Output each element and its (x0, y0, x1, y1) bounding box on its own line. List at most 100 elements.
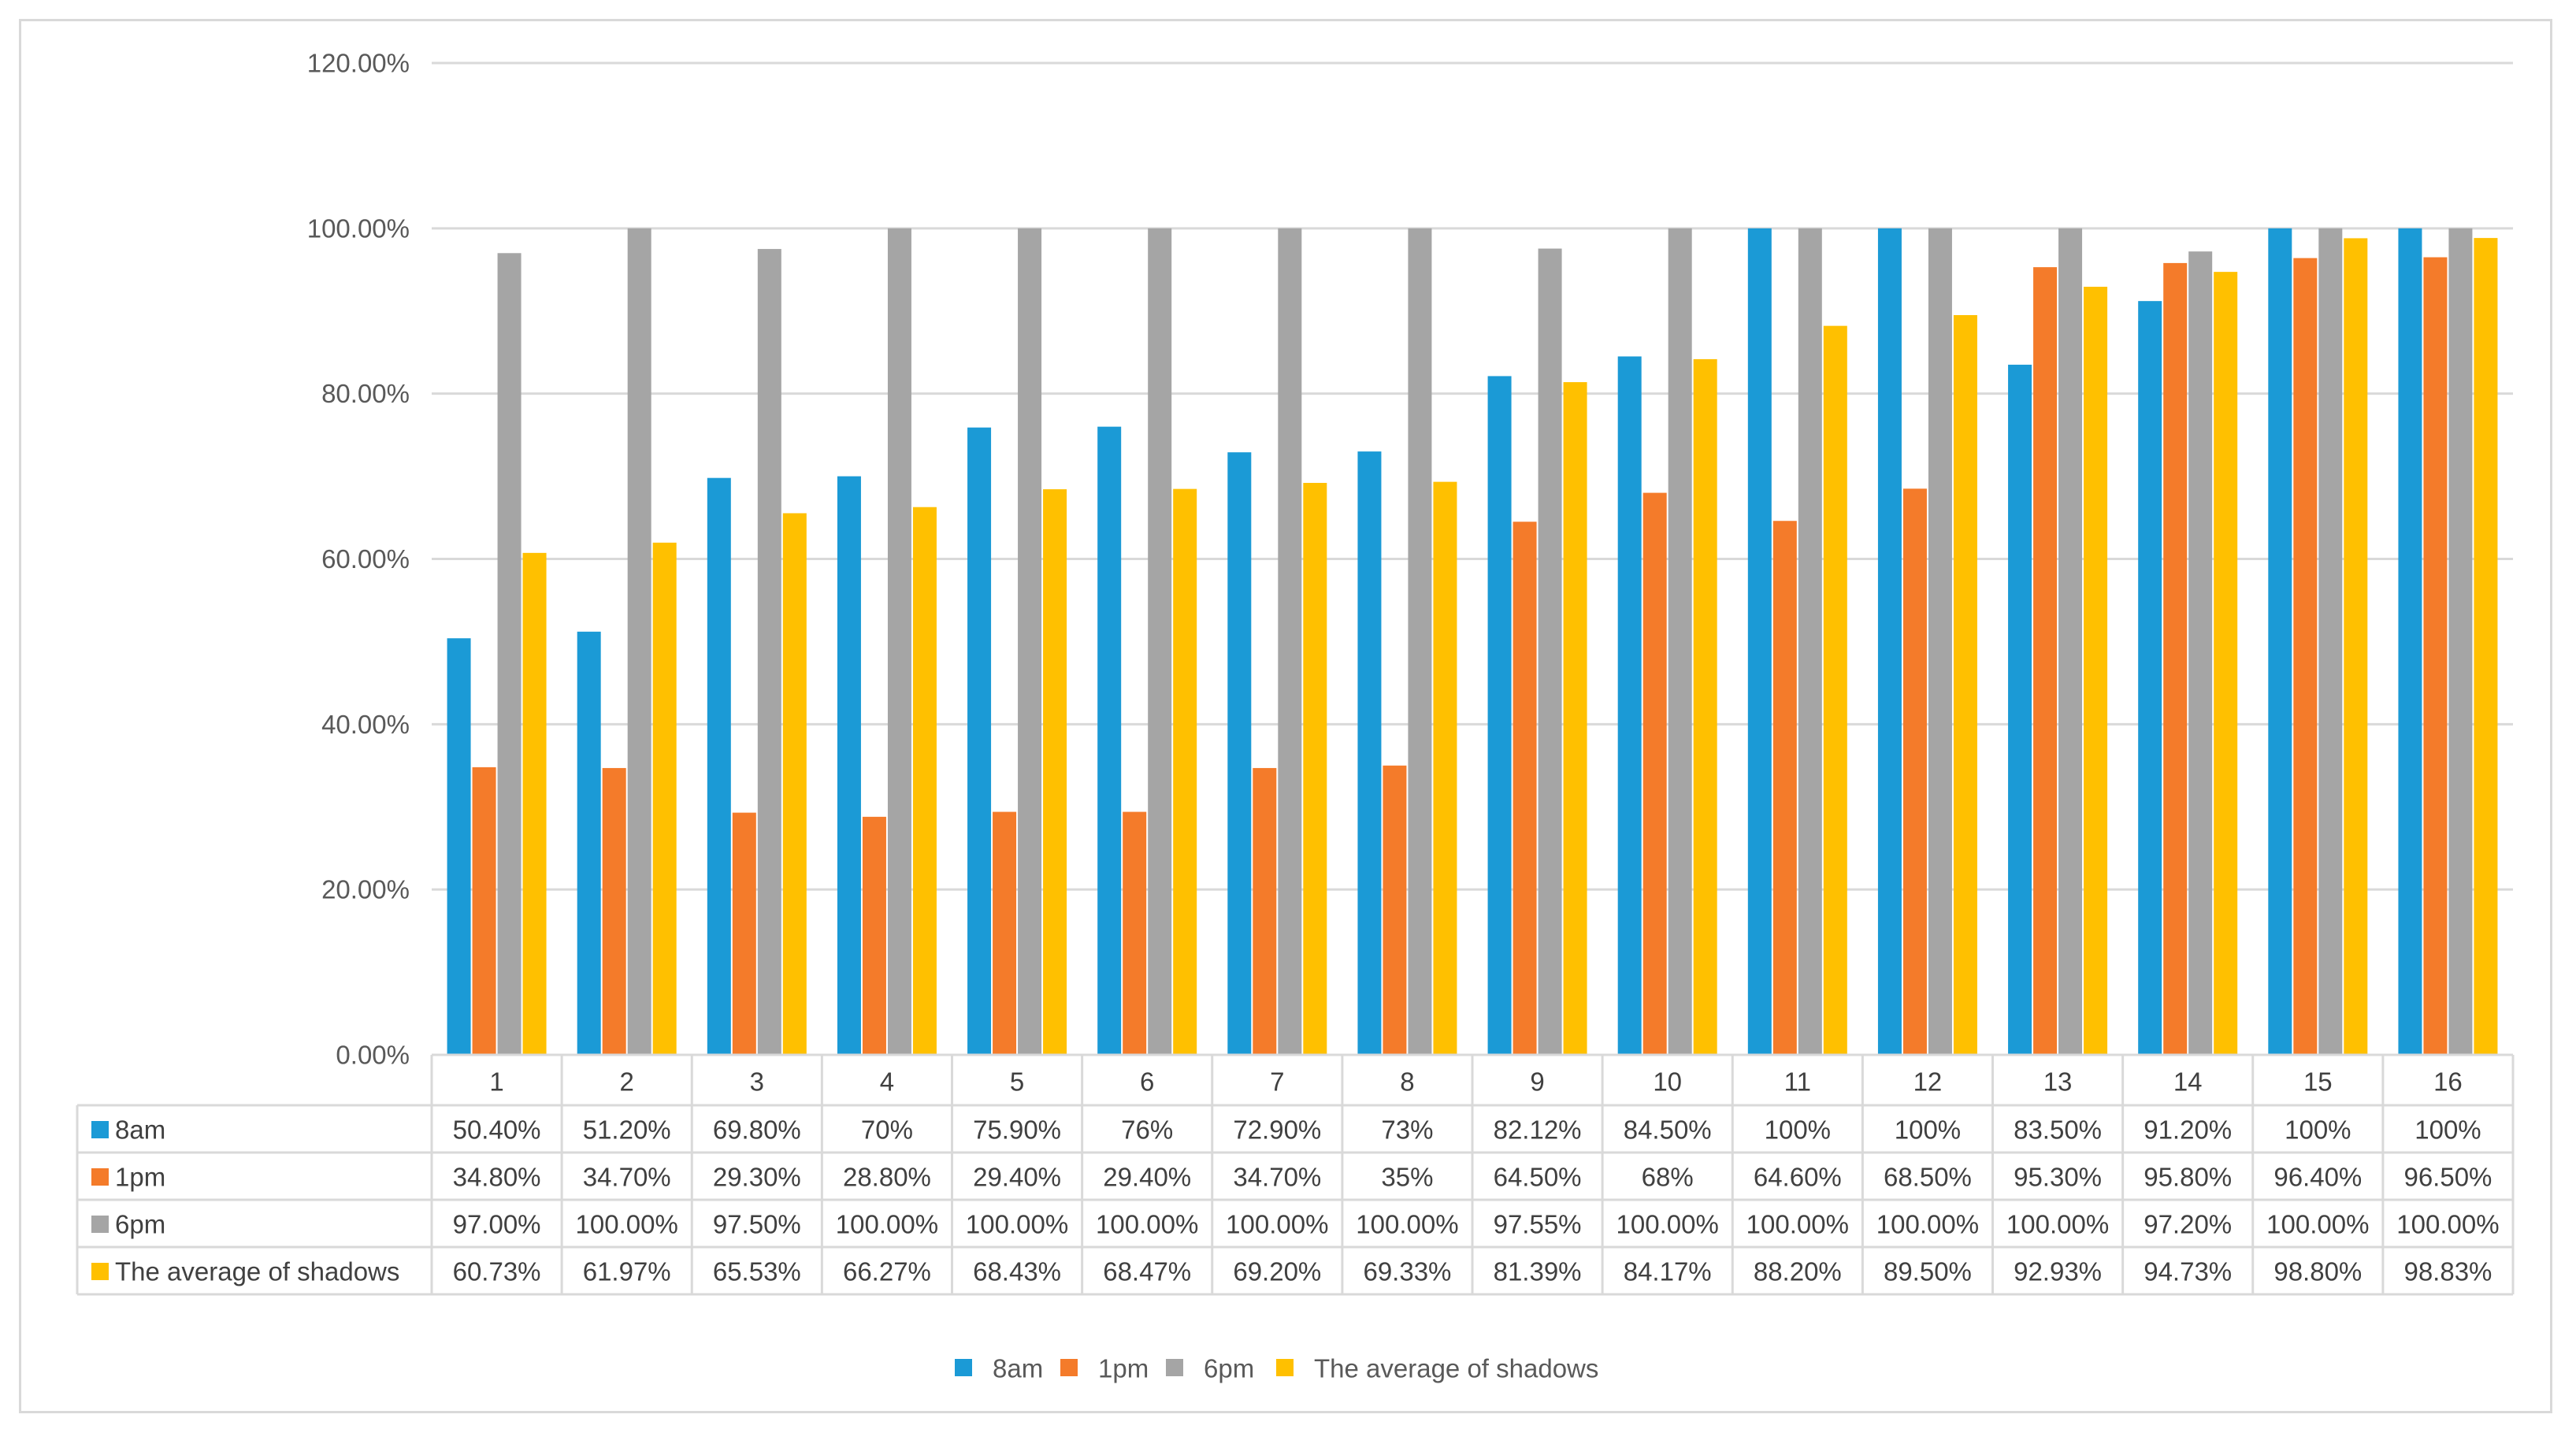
data-label: 65.53% (713, 1257, 801, 1286)
bar-2-14 (2163, 262, 2188, 1056)
bar-1-8 (1357, 451, 1382, 1055)
data-label: 34.80% (453, 1163, 541, 1192)
bar-4-1 (522, 552, 547, 1055)
data-label: 100.00% (1746, 1210, 1849, 1239)
x-tick-label: 2 (620, 1067, 634, 1097)
series-row-label: 6pm (115, 1210, 165, 1239)
bar-3-9 (1538, 248, 1562, 1055)
y-tick-label: 20.00% (321, 875, 410, 904)
data-label: 68% (1642, 1163, 1694, 1192)
data-label: 96.40% (2273, 1163, 2362, 1192)
bar-1-16 (2398, 228, 2422, 1055)
x-tick-label: 8 (1400, 1067, 1414, 1097)
bar-4-5 (1043, 489, 1067, 1055)
legend-swatch-2 (1060, 1359, 1078, 1376)
bar-2-11 (1772, 521, 1797, 1055)
y-tick-label: 120.00% (307, 49, 410, 78)
bar-2-16 (2423, 257, 2448, 1055)
data-label: 70% (861, 1115, 913, 1145)
bar-3-15 (2318, 228, 2343, 1055)
x-tick-label: 11 (1784, 1067, 1811, 1097)
data-label: 100.00% (2396, 1210, 2499, 1239)
legend-key-2 (91, 1168, 109, 1186)
bar-3-5 (1018, 228, 1042, 1055)
data-label: 69.80% (713, 1115, 801, 1145)
data-label: 97.50% (713, 1210, 801, 1239)
bar-4-2 (652, 542, 677, 1055)
data-label: 83.50% (2014, 1115, 2102, 1145)
data-label: 88.20% (1754, 1257, 1842, 1286)
data-label: 94.73% (2144, 1257, 2232, 1286)
bar-3-7 (1278, 228, 1302, 1055)
y-tick-label: 60.00% (321, 544, 410, 574)
bar-2-2 (602, 767, 626, 1055)
data-label: 72.90% (1233, 1115, 1321, 1145)
data-label: 98.83% (2403, 1257, 2492, 1286)
data-label: 100.00% (1876, 1210, 1979, 1239)
legend-key-4 (91, 1263, 109, 1280)
data-label: 92.93% (2014, 1257, 2102, 1286)
data-label: 66.27% (843, 1257, 931, 1286)
bar-4-7 (1303, 482, 1327, 1055)
bar-2-4 (862, 816, 886, 1055)
bar-2-13 (2033, 267, 2058, 1055)
legend-swatch-4 (1276, 1359, 1294, 1376)
bar-1-7 (1227, 452, 1252, 1055)
bar-1-4 (837, 476, 861, 1055)
data-label: 95.80% (2144, 1163, 2232, 1192)
data-label: 28.80% (843, 1163, 931, 1192)
bar-4-3 (782, 513, 807, 1055)
data-label: 29.40% (1103, 1163, 1191, 1192)
data-label: 100.00% (1226, 1210, 1328, 1239)
bar-2-1 (472, 767, 496, 1055)
data-label: 98.80% (2273, 1257, 2362, 1286)
bar-2-9 (1513, 522, 1537, 1055)
data-label: 68.43% (973, 1257, 1061, 1286)
y-tick-label: 0.00% (336, 1041, 410, 1070)
data-label: 91.20% (2144, 1115, 2232, 1145)
data-label: 100.00% (836, 1210, 938, 1239)
bar-4-12 (1953, 314, 1977, 1055)
legend-key-1 (91, 1121, 109, 1138)
x-tick-label: 15 (2303, 1067, 2333, 1097)
data-label: 64.60% (1754, 1163, 1842, 1192)
bar-4-16 (2474, 238, 2498, 1055)
data-label: 51.20% (583, 1115, 671, 1145)
data-label: 95.30% (2014, 1163, 2102, 1192)
bar-2-5 (993, 811, 1017, 1055)
bar-1-1 (447, 638, 471, 1055)
legend-label: 8am (993, 1354, 1043, 1383)
bar-4-14 (2214, 272, 2238, 1056)
bar-1-13 (2008, 364, 2032, 1056)
x-tick-label: 1 (489, 1067, 503, 1097)
x-tick-label: 13 (2043, 1067, 2073, 1097)
legend-label: The average of shadows (1314, 1354, 1598, 1383)
data-label: 100.00% (1096, 1210, 1198, 1239)
bar-1-6 (1097, 426, 1122, 1055)
bar-2-7 (1253, 767, 1277, 1055)
data-label: 100.00% (1356, 1210, 1458, 1239)
x-tick-label: 9 (1530, 1067, 1544, 1097)
legend-label: 6pm (1204, 1354, 1254, 1383)
bar-1-3 (707, 477, 731, 1055)
bar-4-4 (912, 507, 937, 1055)
data-label: 29.30% (713, 1163, 801, 1192)
x-tick-label: 16 (2433, 1067, 2463, 1097)
x-tick-label: 5 (1010, 1067, 1024, 1097)
bar-2-6 (1123, 811, 1147, 1055)
y-tick-label: 100.00% (307, 213, 410, 243)
y-tick-label: 40.00% (321, 710, 410, 739)
data-label: 100.00% (966, 1210, 1068, 1239)
x-tick-label: 3 (750, 1067, 764, 1097)
x-tick-label: 10 (1653, 1067, 1682, 1097)
bar-1-2 (577, 631, 601, 1055)
data-label: 35% (1381, 1163, 1433, 1192)
bar-4-6 (1173, 488, 1197, 1055)
data-label: 68.50% (1884, 1163, 1972, 1192)
data-label: 100.00% (2266, 1210, 2369, 1239)
series-row-label: The average of shadows (115, 1257, 399, 1286)
y-tick-label: 80.00% (321, 379, 410, 408)
x-tick-label: 12 (1913, 1067, 1943, 1097)
bar-3-16 (2448, 228, 2473, 1055)
